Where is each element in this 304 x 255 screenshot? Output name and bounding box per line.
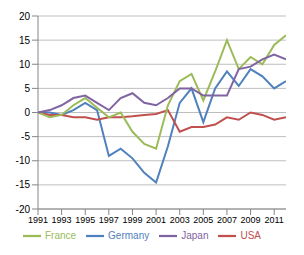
svg-text:1995: 1995 [75, 215, 95, 225]
html-text:Japan: Japan [181, 229, 209, 241]
svg-text:5: 5 [24, 83, 30, 94]
svg-text:-5: -5 [21, 131, 30, 142]
svg-text:10: 10 [19, 59, 31, 70]
svg-text:2001: 2001 [146, 215, 166, 225]
svg-text:2005: 2005 [193, 215, 213, 225]
svg-text:1991: 1991 [28, 215, 48, 225]
svg-text:0: 0 [24, 107, 30, 118]
svg-text:2011: 2011 [265, 215, 284, 225]
svg-text:20: 20 [19, 11, 31, 22]
svg-text:2007: 2007 [217, 215, 237, 225]
html-text:France: France [45, 229, 77, 241]
svg-text:15: 15 [19, 35, 31, 46]
svg-text:1993: 1993 [52, 215, 72, 225]
html-text:Germany: Germany [108, 229, 150, 241]
svg-text:2009: 2009 [241, 215, 261, 225]
svg-text:-20: -20 [16, 204, 31, 215]
svg-text:1999: 1999 [122, 215, 142, 225]
svg-text:1997: 1997 [99, 215, 119, 225]
html-text:USA: USA [240, 229, 261, 241]
svg-text:2003: 2003 [170, 215, 190, 225]
svg-text:-10: -10 [16, 155, 31, 166]
svg-text:-15: -15 [16, 179, 31, 190]
